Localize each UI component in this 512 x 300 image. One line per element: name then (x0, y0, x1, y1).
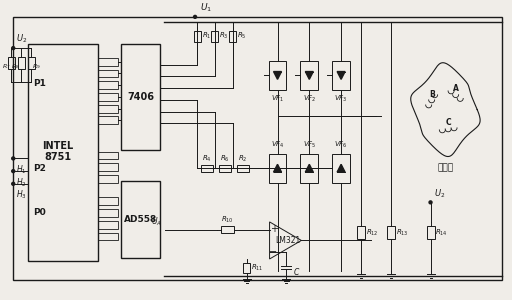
Circle shape (12, 182, 15, 185)
Text: $R_3$: $R_3$ (220, 31, 229, 41)
Text: $H_1$: $H_1$ (16, 163, 27, 176)
Text: $R_5$: $R_5$ (237, 31, 247, 41)
Text: P0: P0 (33, 208, 46, 217)
Polygon shape (337, 71, 345, 80)
Text: $H_2$: $H_2$ (16, 176, 27, 188)
Polygon shape (305, 164, 313, 172)
Bar (332, 61, 350, 90)
Bar (98, 209, 118, 217)
Text: −: − (269, 247, 278, 257)
Bar (221, 226, 234, 233)
Text: P2: P2 (33, 164, 46, 173)
Text: $VF_5$: $VF_5$ (303, 140, 316, 150)
Bar (98, 163, 118, 171)
Text: $R_{11}$: $R_{11}$ (251, 263, 264, 273)
Text: $R_8$: $R_8$ (11, 62, 20, 71)
Text: B: B (429, 89, 435, 98)
Circle shape (12, 157, 15, 160)
Bar (332, 154, 350, 183)
Bar (98, 93, 118, 101)
Text: P1: P1 (33, 79, 46, 88)
Bar (120, 44, 160, 150)
Bar (98, 70, 118, 77)
Text: 7406: 7406 (127, 92, 154, 102)
Text: +: + (269, 224, 278, 234)
Bar (301, 61, 318, 90)
Bar (98, 58, 118, 66)
Bar (98, 175, 118, 183)
Text: $VF_6$: $VF_6$ (334, 140, 348, 150)
Bar (28, 44, 98, 261)
Text: $R_4$: $R_4$ (202, 154, 212, 164)
Text: $R_{14}$: $R_{14}$ (436, 227, 449, 238)
Text: $U_1$: $U_1$ (200, 2, 212, 14)
Text: $R_9$: $R_9$ (32, 62, 41, 71)
Text: $U_2$: $U_2$ (16, 33, 28, 45)
Text: AD558: AD558 (124, 215, 157, 224)
Bar (219, 165, 231, 172)
Text: $R_2$: $R_2$ (238, 154, 247, 164)
Text: $VF_2$: $VF_2$ (303, 94, 316, 104)
Text: 电动机: 电动机 (437, 163, 454, 172)
Bar (387, 226, 395, 239)
Bar (201, 165, 213, 172)
Text: $C$: $C$ (293, 266, 301, 277)
Bar (98, 221, 118, 229)
Polygon shape (273, 164, 282, 172)
Text: C: C (445, 118, 451, 127)
Text: A: A (453, 84, 459, 93)
Bar (269, 154, 286, 183)
Bar (357, 226, 365, 239)
Bar (194, 31, 201, 42)
Polygon shape (337, 164, 345, 172)
Bar (98, 105, 118, 112)
Circle shape (429, 201, 432, 204)
Text: LM321: LM321 (275, 236, 300, 245)
Bar (269, 61, 286, 90)
Bar (18, 57, 25, 69)
Text: $R_{12}$: $R_{12}$ (366, 227, 378, 238)
Bar (98, 81, 118, 89)
Bar (98, 232, 118, 240)
Bar (98, 197, 118, 205)
Text: $VF_3$: $VF_3$ (334, 94, 348, 104)
Text: $R_1$: $R_1$ (202, 31, 211, 41)
Text: $VF_1$: $VF_1$ (271, 94, 284, 104)
Bar (243, 262, 250, 273)
Circle shape (12, 47, 15, 50)
Text: $R_{13}$: $R_{13}$ (396, 227, 409, 238)
Bar (211, 31, 219, 42)
Text: INTEL
8751: INTEL 8751 (42, 141, 74, 162)
Bar (120, 181, 160, 258)
Bar (98, 152, 118, 159)
Text: $R_{10}$: $R_{10}$ (221, 215, 234, 225)
Bar (301, 154, 318, 183)
Polygon shape (273, 71, 282, 80)
Text: $VF_4$: $VF_4$ (271, 140, 284, 150)
Bar (237, 165, 249, 172)
Text: $U_2$: $U_2$ (434, 188, 445, 200)
Bar (426, 226, 435, 239)
Circle shape (194, 15, 197, 18)
Text: $R_6$: $R_6$ (220, 154, 230, 164)
Polygon shape (270, 222, 302, 259)
Text: $R_7$: $R_7$ (2, 62, 10, 71)
Text: $H_3$: $H_3$ (16, 189, 27, 201)
Bar (28, 57, 35, 69)
Bar (98, 116, 118, 124)
Bar (229, 31, 236, 42)
Polygon shape (305, 71, 313, 80)
Circle shape (12, 170, 15, 172)
Text: $U_A$: $U_A$ (152, 215, 162, 228)
Bar (8, 57, 15, 69)
